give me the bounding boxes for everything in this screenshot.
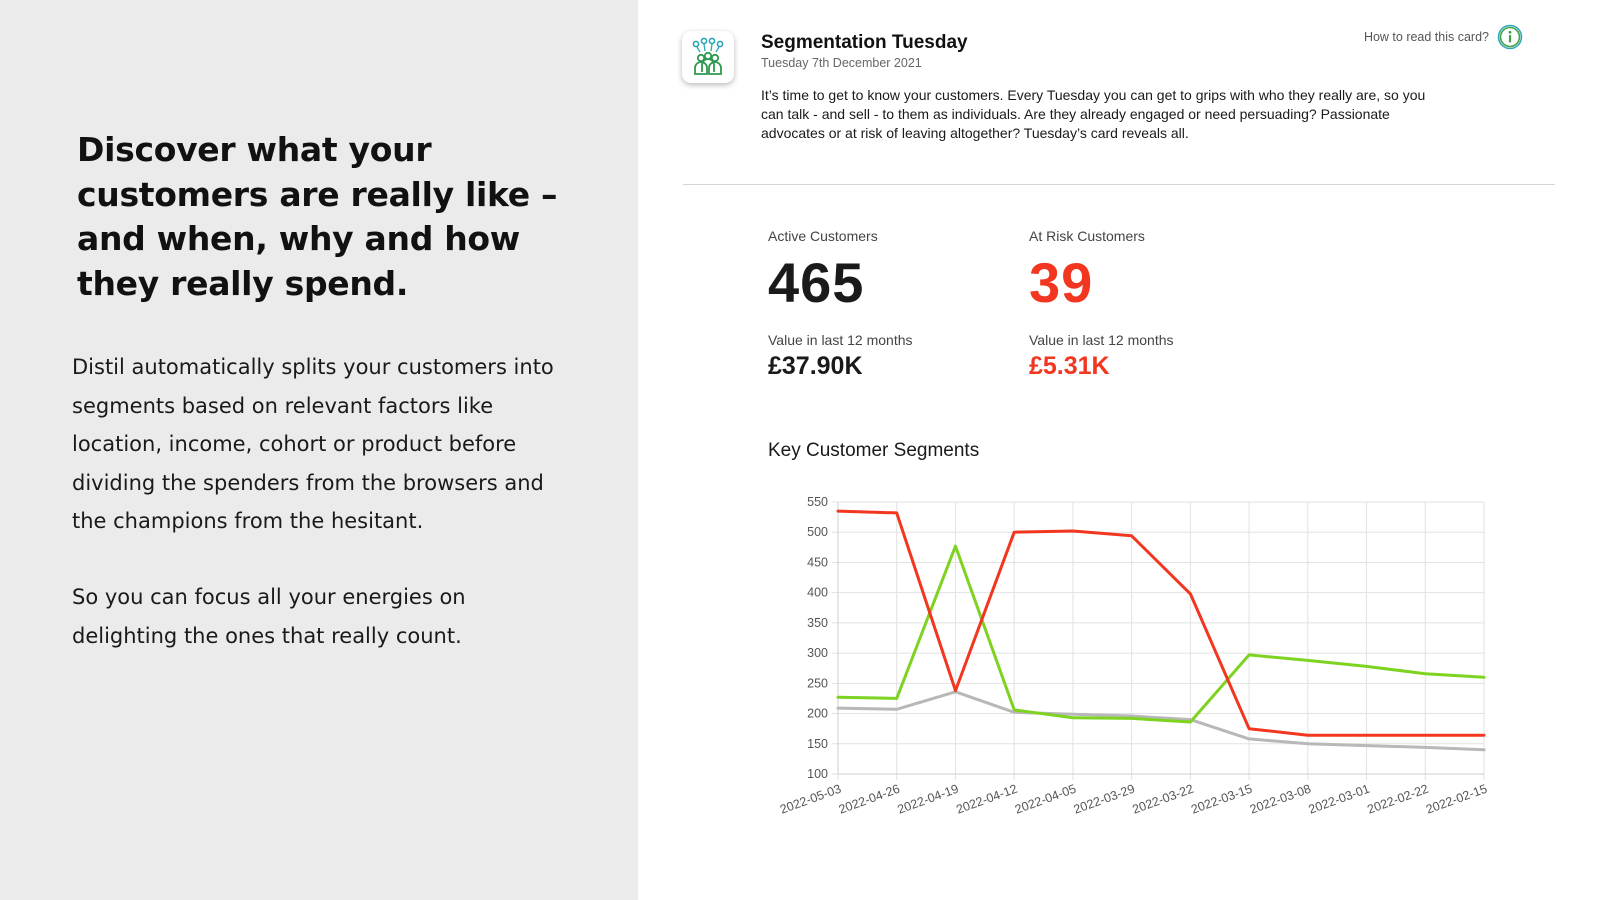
info-icon[interactable] xyxy=(1497,24,1523,50)
x-tick-label: 2022-03-08 xyxy=(1248,782,1313,817)
at-risk-customers-metric: At Risk Customers 39 Value in last 12 mo… xyxy=(1029,228,1269,381)
card-description: It’s time to get to know your customers.… xyxy=(761,87,1426,141)
x-tick-label: 2022-05-03 xyxy=(778,782,843,817)
active-customers-metric: Active Customers 465 Value in last 12 mo… xyxy=(768,228,1008,381)
marketing-paragraph-1: Distil automatically splits your custome… xyxy=(72,355,554,533)
marketing-paragraph-2: So you can focus all your energies on de… xyxy=(72,585,466,648)
chart-title: Key Customer Segments xyxy=(768,440,980,461)
at-risk-customers-count: 39 xyxy=(1029,251,1094,314)
x-tick-label: 2022-03-29 xyxy=(1072,782,1137,817)
y-tick-label: 100 xyxy=(807,767,828,781)
y-tick-label: 400 xyxy=(807,586,828,600)
at-risk-customers-label: At Risk Customers xyxy=(1029,228,1145,244)
x-tick-label: 2022-02-22 xyxy=(1365,782,1430,817)
series-line-2 xyxy=(836,690,1486,752)
x-tick-label: 2022-03-22 xyxy=(1131,782,1196,817)
y-tick-label: 550 xyxy=(807,495,828,509)
how-to-read-link[interactable]: How to read this card? xyxy=(1364,24,1523,50)
y-tick-label: 300 xyxy=(807,646,828,660)
customer-group-icon xyxy=(682,31,734,83)
at-risk-value-amount: £5.31K xyxy=(1029,352,1110,380)
x-tick-label: 2022-04-19 xyxy=(896,782,961,817)
marketing-panel: Discover what your customers are really … xyxy=(0,0,638,900)
card-date: Tuesday 7th December 2021 xyxy=(761,56,922,70)
x-tick-label: 2022-04-12 xyxy=(954,782,1019,817)
marketing-headline: Discover what your customers are really … xyxy=(77,130,558,303)
card-title: Segmentation Tuesday xyxy=(761,32,968,53)
series-line-1 xyxy=(836,544,1486,724)
how-to-read-label: How to read this card? xyxy=(1363,30,1489,44)
active-value-label: Value in last 12 months xyxy=(768,332,913,348)
active-customers-count: 465 xyxy=(768,251,865,314)
x-tick-label: 2022-03-15 xyxy=(1189,782,1254,817)
x-tick-label: 2022-04-26 xyxy=(837,782,902,817)
series-line-0 xyxy=(836,509,1486,737)
y-tick-label: 450 xyxy=(807,555,828,569)
x-tick-label: 2022-03-01 xyxy=(1307,782,1372,817)
at-risk-value-label: Value in last 12 months xyxy=(1029,332,1174,348)
y-tick-label: 500 xyxy=(807,525,828,539)
y-tick-label: 350 xyxy=(807,616,828,630)
active-customers-label: Active Customers xyxy=(768,228,878,244)
y-tick-label: 200 xyxy=(807,707,828,721)
y-tick-label: 150 xyxy=(807,737,828,751)
x-tick-label: 2022-04-05 xyxy=(1013,782,1078,817)
card-divider xyxy=(683,184,1555,185)
y-tick-label: 250 xyxy=(807,676,828,690)
x-tick-label: 2022-02-15 xyxy=(1424,782,1489,817)
active-value-amount: £37.90K xyxy=(768,352,863,380)
